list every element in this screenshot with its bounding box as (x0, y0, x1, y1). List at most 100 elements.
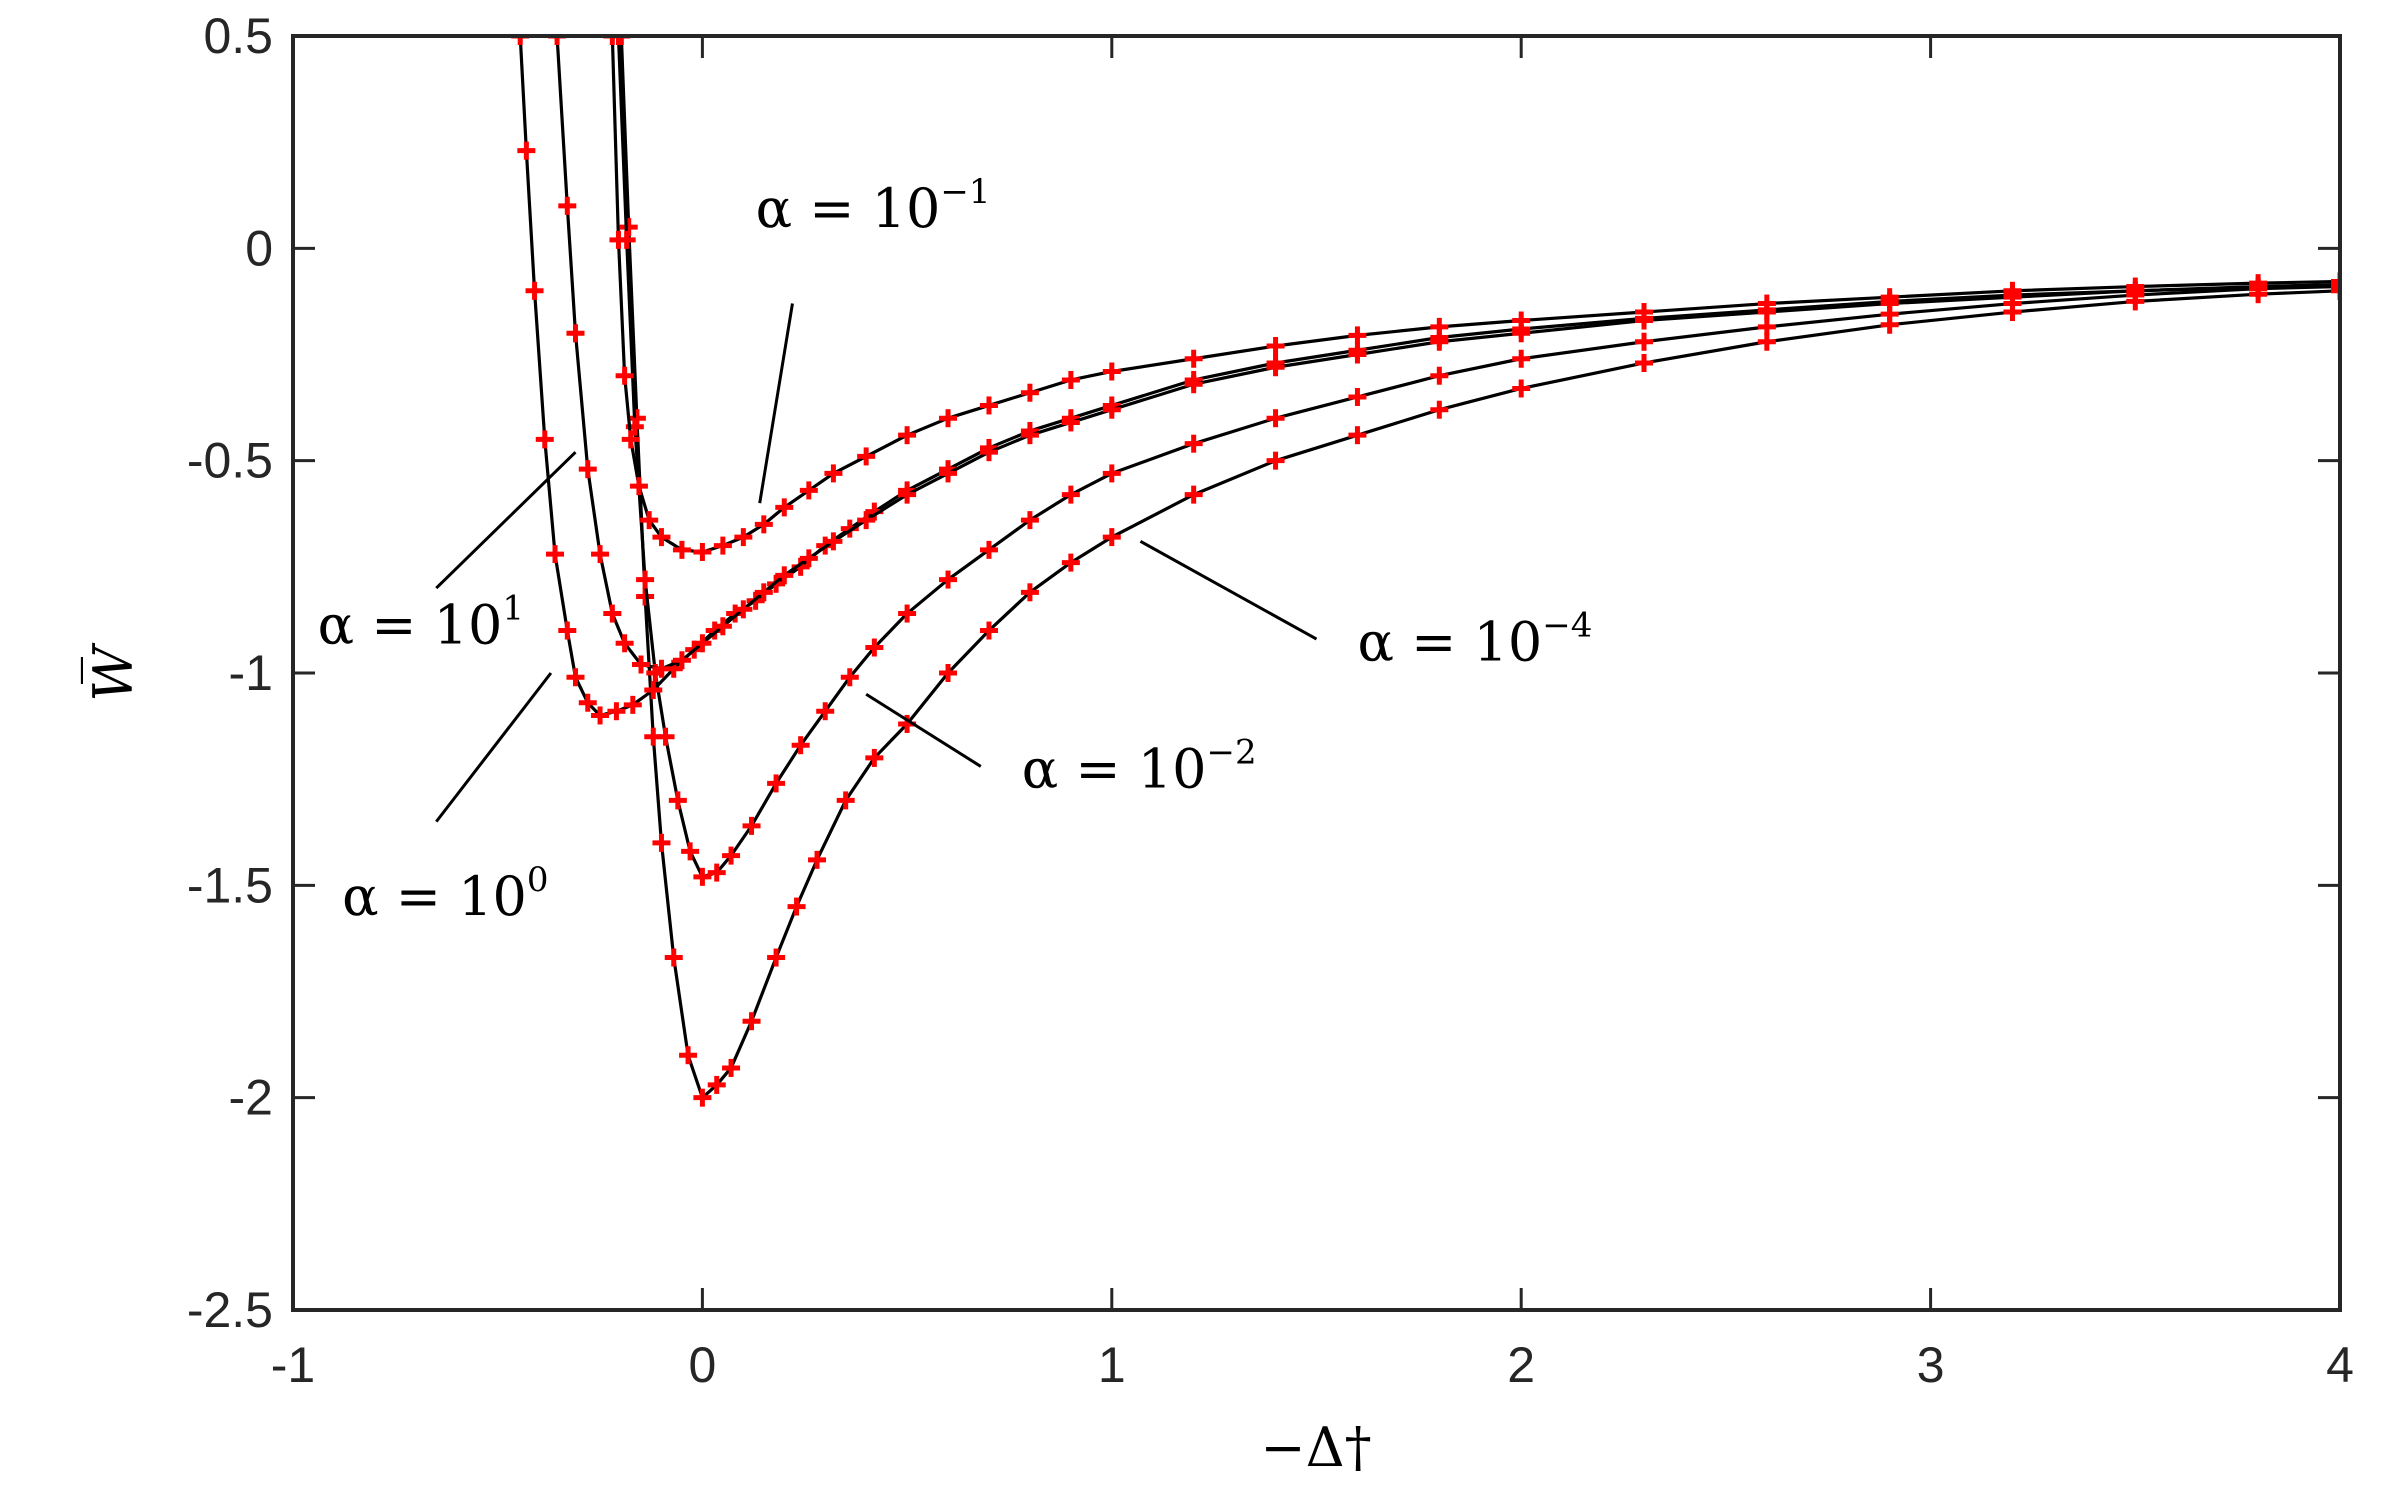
x-tick-label: -1 (271, 1337, 315, 1393)
data-point (1430, 400, 1449, 419)
data-point (1430, 366, 1449, 385)
data-point (767, 948, 786, 967)
leader-line (435, 672, 553, 823)
data-point (644, 680, 663, 699)
data-point (636, 570, 655, 589)
series-label-exponent: 0 (527, 860, 549, 900)
data-point (1512, 379, 1531, 398)
data-point (722, 846, 741, 865)
data-point (754, 583, 773, 602)
series-label-exponent: 1 (502, 588, 524, 628)
series-4 (548, 36, 2340, 678)
y-tick-label: -0.5 (187, 433, 273, 489)
x-tick-label: 0 (688, 1337, 716, 1393)
data-point (664, 948, 683, 967)
series-label-exponent: −1 (940, 172, 990, 212)
data-point (836, 791, 855, 810)
data-point (1184, 434, 1203, 453)
data-point (1635, 353, 1654, 372)
y-tick-label: -1.5 (187, 857, 273, 913)
data-point (742, 1012, 761, 1031)
data-point (979, 540, 998, 559)
data-point (623, 695, 642, 714)
data-point (865, 638, 884, 657)
series-label-1: α = 10−2 (1022, 733, 1257, 801)
data-point (612, 36, 631, 45)
data-point (865, 748, 884, 767)
data-point (1061, 553, 1080, 572)
data-point (857, 447, 876, 466)
data-point (558, 196, 577, 215)
series-label-base: α = 10 (1357, 610, 1542, 673)
series-label-base: α = 10 (756, 177, 941, 240)
data-point (1266, 337, 1285, 356)
data-point (816, 702, 835, 721)
data-point (679, 1046, 698, 1065)
data-point (979, 396, 998, 415)
x-tick-label: 4 (2326, 1337, 2354, 1393)
data-point (566, 324, 585, 343)
series-label-base: α = 10 (1022, 738, 1207, 801)
data-point (939, 664, 958, 682)
data-point (1102, 464, 1121, 483)
data-point (652, 833, 671, 852)
data-point (640, 511, 659, 530)
data-point (734, 600, 753, 619)
series-line (610, 36, 2340, 554)
data-point (1102, 528, 1121, 547)
y-tick-label: 0.5 (203, 8, 273, 64)
data-point (707, 1075, 726, 1094)
data-point (713, 617, 732, 636)
data-point (566, 668, 585, 687)
data-point (607, 702, 626, 721)
series-label-exponent: −4 (1542, 605, 1592, 645)
data-point (681, 842, 700, 861)
data-point (609, 230, 628, 249)
data-point (775, 566, 794, 585)
data-point (824, 464, 843, 483)
data-point (1102, 400, 1121, 419)
data-point (939, 570, 958, 589)
data-point (2331, 281, 2340, 300)
data-point (1512, 349, 1531, 368)
data-point (535, 430, 554, 449)
data-point (2331, 272, 2340, 291)
data-point (713, 536, 732, 555)
data-point (1020, 426, 1039, 445)
data-point (615, 634, 634, 653)
data-point (799, 481, 818, 500)
data-point (1020, 383, 1039, 402)
data-point (693, 542, 712, 561)
x-axis-label: −Δ† (1260, 1416, 1371, 1479)
data-point (1348, 387, 1367, 406)
series-label-base: α = 10 (318, 593, 503, 656)
data-point (1430, 332, 1449, 351)
data-point (707, 863, 726, 882)
data-point (672, 540, 691, 559)
data-point (558, 621, 577, 640)
data-point (898, 604, 917, 623)
data-point (979, 443, 998, 462)
data-point (840, 668, 859, 687)
data-point (1266, 409, 1285, 428)
data-point (799, 549, 818, 568)
series-label-4: α = 101 (318, 588, 524, 656)
leader-line (435, 451, 577, 590)
data-point (1348, 345, 1367, 364)
data-point (1757, 303, 1776, 322)
series-label-exponent: −2 (1206, 733, 1256, 773)
leader-line (865, 692, 982, 768)
y-tick-label: -2 (229, 1070, 273, 1126)
data-point (1635, 311, 1654, 330)
series-label-base: α = 10 (342, 865, 527, 928)
data-point (1061, 485, 1080, 504)
data-point (898, 485, 917, 504)
data-point (939, 409, 958, 428)
series-label-0: α = 10−4 (1357, 605, 1592, 673)
data-point (979, 621, 998, 640)
data-point (578, 460, 597, 479)
y-tick-label: -1 (229, 645, 273, 701)
data-point (591, 545, 610, 564)
